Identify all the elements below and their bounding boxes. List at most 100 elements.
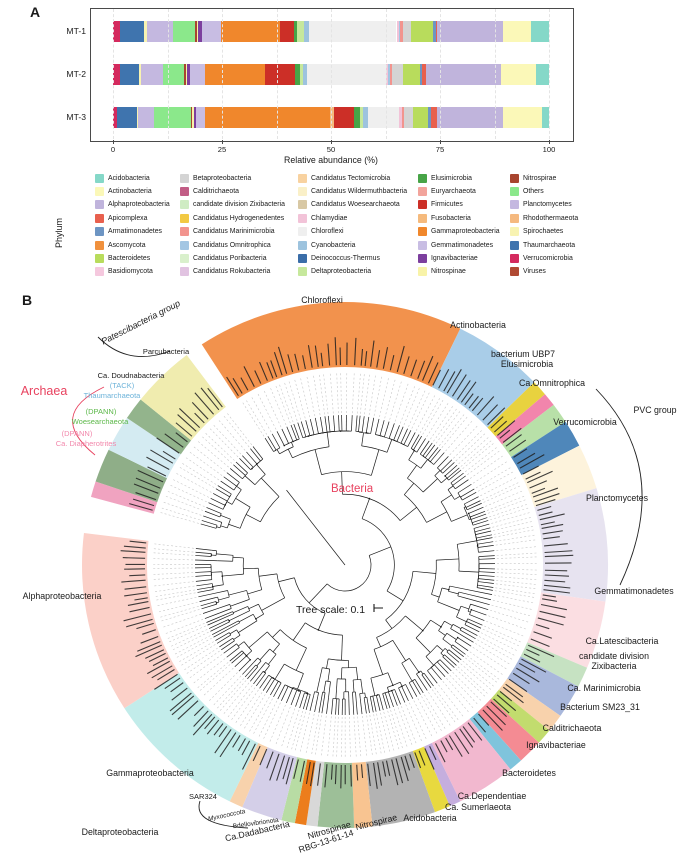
legend-label: Others	[523, 187, 544, 195]
tree-branch	[233, 634, 241, 640]
tip-label-mark	[540, 521, 555, 526]
tree-arc	[229, 604, 232, 609]
tree-branch	[468, 598, 490, 606]
tree-arc	[379, 435, 385, 438]
tip-label-mark	[213, 723, 224, 736]
tip-label-mark	[266, 751, 274, 769]
tip-label-mark	[129, 606, 150, 613]
tip-label-mark	[252, 745, 261, 762]
tree-branch	[452, 644, 466, 655]
legend-swatch	[298, 186, 307, 196]
bar-segment-ignavibacteriae	[187, 64, 191, 85]
ring-segment-ca-dadabacteria	[294, 759, 316, 826]
legend-swatch	[95, 213, 104, 223]
leaf-guide-dash	[281, 708, 296, 748]
patescibacteria-bracket	[97, 336, 171, 357]
leaf-guide-dash	[294, 711, 306, 752]
tree-branch	[450, 628, 460, 635]
leaf-guide-dash	[208, 427, 239, 458]
leaf-guide-dash	[241, 401, 265, 437]
tree-arc	[279, 629, 307, 649]
tree-branch	[253, 670, 264, 685]
leaf-guide-dash	[188, 654, 223, 679]
bar-segment-elusimicrobia	[295, 64, 300, 85]
legend-label: Gammaproteobacteria	[431, 228, 500, 236]
tree-branch	[399, 507, 417, 521]
tip-label-mark	[502, 427, 522, 443]
bar-segment-planctomycetes	[140, 64, 163, 85]
leaf-guide-dash	[419, 397, 441, 433]
leaf-guide-dash	[413, 700, 433, 738]
tree-arc	[422, 455, 426, 458]
tip-label-mark	[151, 665, 173, 679]
tree-arc	[359, 692, 365, 694]
tree-branch	[248, 631, 268, 648]
tree-branch	[244, 664, 257, 678]
leaf-guide-dash	[387, 710, 400, 751]
tree-arc	[411, 448, 414, 451]
tree-branch	[314, 417, 319, 434]
tree-branch	[476, 537, 493, 541]
clade-label-bacterium-ubp7: bacterium UBP7	[491, 349, 555, 359]
tree-branch	[324, 416, 328, 433]
tip-label-mark	[516, 667, 540, 683]
tip-label-mark	[307, 345, 313, 368]
clade-label-ca-marinimicrobia: Ca. Marinimicrobia	[567, 683, 640, 693]
legend-item: Deinococcus-Thermus	[298, 253, 380, 263]
tip-label-mark	[360, 764, 364, 778]
tree-branch	[361, 416, 365, 433]
tip-label-mark	[302, 355, 306, 370]
leaf-guide-dash	[389, 380, 403, 420]
tip-label-mark	[232, 734, 241, 748]
tree-branch	[297, 422, 304, 438]
leaf-guide-dash	[188, 451, 223, 476]
leaf-guide-dash	[178, 641, 214, 663]
tip-label-mark	[400, 756, 409, 782]
tree-branch	[335, 678, 338, 699]
tree-branch	[295, 691, 302, 707]
tree-branch	[228, 610, 250, 621]
ring-segment-woesearchaeota	[95, 449, 168, 503]
tree-branch	[226, 472, 240, 483]
leaf-guide-dash	[449, 674, 479, 706]
tip-label-mark	[403, 356, 410, 374]
tree-branch	[391, 690, 398, 706]
tree-arc	[217, 596, 220, 603]
tree-branch	[460, 488, 475, 498]
leaf-guide-dash	[380, 712, 391, 753]
bar-segment-firmicutes	[264, 64, 296, 85]
tree-branch	[313, 691, 315, 696]
tree-branch	[462, 492, 477, 501]
tip-label-mark	[219, 732, 237, 758]
tree-branch	[278, 577, 295, 583]
legend-label: Candidatus Poribacteria	[193, 254, 267, 262]
tip-label-mark	[334, 764, 337, 785]
leaf-guide-dash	[496, 576, 538, 581]
bar-segment-gammaproteobacteria	[204, 107, 330, 128]
leaf-guide-dash	[243, 694, 266, 730]
tree-branch	[387, 687, 390, 692]
leaf-guide-dash	[482, 481, 520, 501]
tip-label-mark	[120, 550, 146, 553]
legend-label: Spirochaetes	[523, 228, 564, 236]
tip-label-mark	[232, 377, 243, 394]
tree-branch	[235, 498, 251, 508]
leaf-guide-dash	[252, 698, 273, 735]
legend-item: Candidatus Wildermuthbacteria	[298, 186, 407, 196]
tree-branch	[231, 652, 244, 664]
tree-arc	[431, 560, 437, 595]
tree-arc	[373, 640, 393, 650]
leaf-guide-dash	[248, 696, 270, 733]
leaf-guide-dash	[495, 587, 536, 595]
legend-item: Candidatus Omnitrophica	[180, 240, 271, 250]
legend-swatch	[298, 267, 307, 277]
tree-branch	[196, 583, 213, 587]
leaf-guide-dash	[453, 429, 483, 459]
bar-segment-firmicutes	[280, 21, 294, 42]
tree-branch	[223, 476, 237, 487]
tip-label-mark	[376, 350, 381, 368]
tree-branch	[393, 425, 400, 441]
leaf-guide-dash	[223, 415, 250, 448]
leaf-guide-dash	[226, 412, 253, 446]
leaf-guide-dash	[341, 716, 343, 758]
